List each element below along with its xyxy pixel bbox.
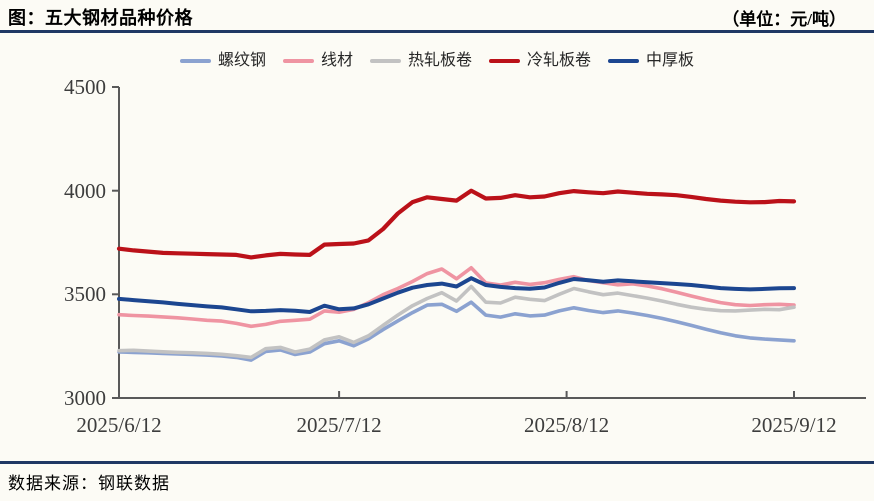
legend-label: 螺纹钢 [217, 52, 266, 69]
legend-line-swatch [608, 59, 640, 63]
legend-line-swatch [369, 59, 401, 63]
chart-legend: 螺纹钢 线材 热轧板卷 冷轧板卷 中厚板 [0, 51, 874, 71]
y-axis-tick-label: 4000 [64, 178, 106, 203]
y-axis-tick-label: 4500 [64, 75, 106, 99]
chart-title: 图：五大钢材品种价格 [8, 8, 193, 28]
legend-label: 中厚板 [646, 52, 695, 69]
footer-divider [0, 461, 874, 464]
legend-line-swatch [489, 59, 520, 63]
data-source-label: 数据来源：钢联数据 [8, 474, 170, 493]
legend-item-2: 线材 [282, 51, 353, 71]
legend-label: 冷轧板卷 [527, 52, 592, 69]
legend-label: 热轧板卷 [407, 52, 472, 69]
legend-item-3: 热轧板卷 [369, 51, 472, 71]
x-axis-tick-label: 2025/8/12 [523, 413, 610, 437]
legend-label: 线材 [320, 52, 353, 69]
legend-item-1: 螺纹钢 [179, 51, 266, 71]
legend-item-5: 中厚板 [608, 51, 694, 71]
x-axis-tick-label: 2025/6/12 [76, 413, 162, 437]
y-axis-tick-label: 3500 [64, 282, 106, 307]
title-underline [0, 30, 874, 33]
y-axis-tick-label: 3000 [64, 386, 106, 410]
x-axis-tick-label: 2025/7/12 [296, 413, 382, 437]
legend-line-swatch [179, 59, 211, 63]
unit-label: （单位：元/吨） [722, 10, 846, 29]
legend-item-4: 冷轧板卷 [489, 51, 591, 71]
legend-line-swatch [282, 59, 314, 63]
x-axis-tick-label: 2025/9/12 [751, 413, 837, 437]
